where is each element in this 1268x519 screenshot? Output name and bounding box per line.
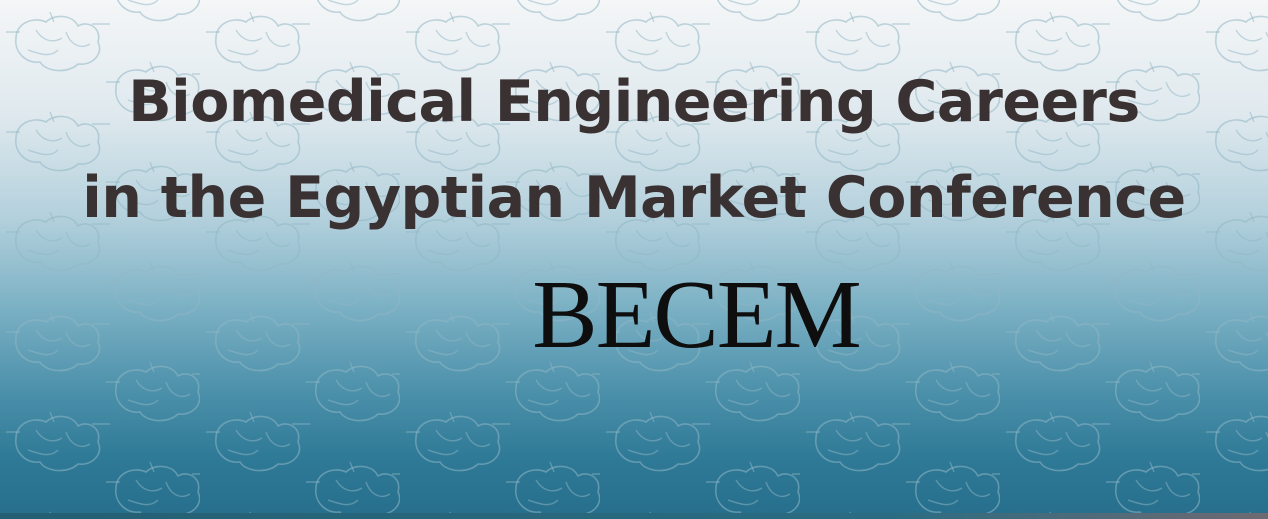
conference-title-line-1: Biomedical Engineering Careers xyxy=(128,69,1140,135)
bottom-border-strip xyxy=(0,513,1268,519)
conference-acronym: BECEM xyxy=(532,261,862,369)
conference-title-line-2: in the Egyptian Market Conference xyxy=(82,165,1186,231)
